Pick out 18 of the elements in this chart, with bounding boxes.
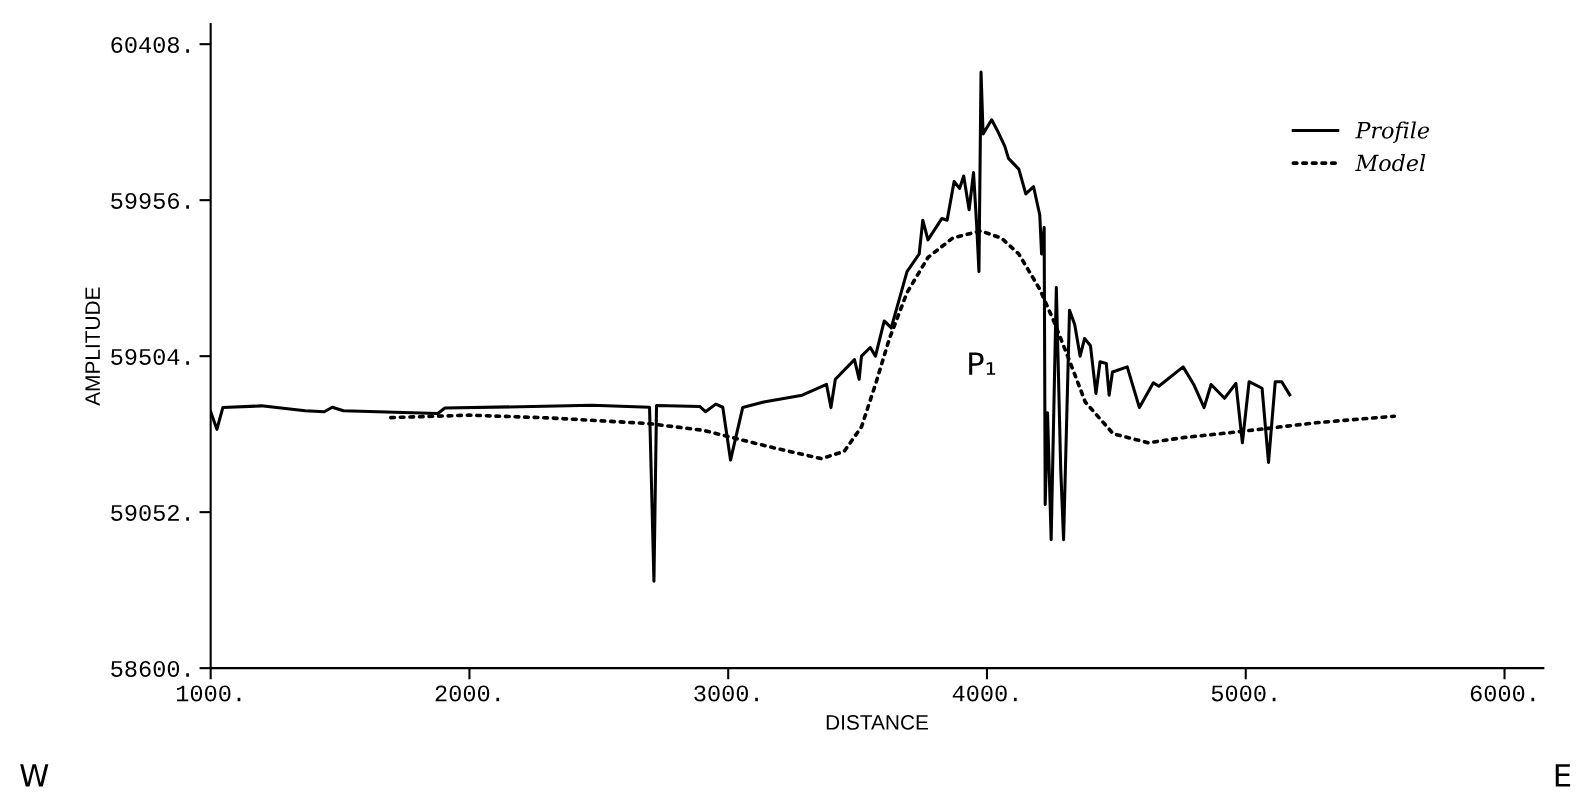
x-tick-label: 6000. [1470, 685, 1535, 702]
annotation: P₁ [969, 352, 996, 375]
text: W [20, 764, 49, 787]
x-tick-label: 3000. [694, 685, 758, 702]
y-tick-label: 60408. [111, 36, 189, 53]
x-tick-label: 4000. [952, 685, 1017, 702]
x-tick-label: 5000. [1211, 685, 1276, 702]
y-axis-title: AMPLITUDE [85, 287, 100, 406]
legend-label: Model [1355, 154, 1426, 172]
text: E [1555, 764, 1571, 787]
x-tick-label: 2000. [435, 685, 500, 702]
y-tick-label: 58600. [111, 660, 189, 677]
legend-label: Profile [1355, 121, 1430, 143]
y-tick-label: 59956. [111, 192, 189, 209]
x-tick-label: 1000. [176, 685, 241, 702]
x-axis-title: DISTANCE [826, 715, 929, 730]
y-tick-label: 59052. [111, 504, 189, 521]
y-tick-label: 59504. [111, 348, 189, 365]
